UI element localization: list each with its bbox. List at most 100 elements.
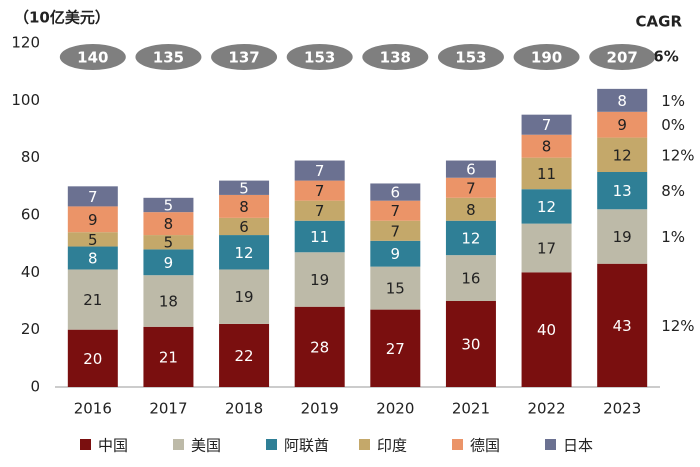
cagr-label: 8% [661,182,685,200]
bar-segment [143,275,194,327]
data-label: 8 [164,215,174,233]
x-tick-label: 2021 [452,400,490,418]
bar-segment [521,272,572,387]
bar-segment [67,206,118,233]
bar-segment [294,180,345,201]
bar-segment [597,111,648,138]
cagr-label: 0% [661,116,685,134]
data-label: 22 [235,347,254,365]
data-label: 21 [83,291,102,309]
bar-segment [597,263,648,387]
data-label: 28 [310,338,329,356]
total-label: 153 [455,49,486,67]
data-label: 5 [239,179,249,197]
legend-swatch [545,439,556,450]
bar-segment [445,255,496,301]
data-label: 19 [235,288,254,306]
data-label: 6 [391,184,401,202]
data-label: 20 [83,350,102,368]
legend-label: 印度 [377,437,407,455]
data-label: 15 [386,280,405,298]
y-tick-label: 40 [21,263,40,281]
x-tick-label: 2019 [301,400,339,418]
legend-swatch [80,439,91,450]
data-label: 7 [391,202,401,220]
data-label: 9 [617,116,627,134]
y-tick-label: 20 [21,320,40,338]
data-label: 7 [542,116,552,134]
legend-swatch [266,439,277,450]
y-tick-label: 100 [11,91,40,109]
total-label: 135 [153,49,184,67]
data-label: 21 [159,348,178,366]
data-label: 13 [613,182,632,200]
data-label: 7 [466,179,476,197]
x-tick-label: 2022 [527,400,565,418]
bar-segment [294,252,345,307]
bar-segment [445,301,496,387]
data-label: 11 [310,228,329,246]
data-label: 12 [235,244,254,262]
bar-segment [294,306,345,387]
data-label: 16 [461,270,480,288]
data-label: 5 [164,196,174,214]
data-label: 7 [88,188,98,206]
data-label: 8 [239,198,249,216]
total-ellipse [362,44,429,70]
bar-segment [445,197,496,221]
data-label: 11 [537,165,556,183]
bar-segment [370,309,421,387]
total-ellipse [211,44,278,70]
legend-label: 阿联酋 [284,437,329,455]
legend-swatch [452,439,463,450]
bar-segment [67,186,118,207]
data-label: 9 [88,211,98,229]
bar-segment [370,200,421,221]
total-ellipse [135,44,202,70]
bar-segment [445,220,496,256]
bar-segment [143,212,194,236]
data-label: 43 [613,317,632,335]
bar-segment [143,235,194,250]
bar-segment [521,223,572,273]
total-ellipse [589,44,656,70]
total-label: 153 [304,49,335,67]
data-label: 12 [613,146,632,164]
x-tick-label: 2020 [376,400,414,418]
bar-segment [597,172,648,210]
bar-segment [67,269,118,330]
bar-segment [445,160,496,178]
data-label: 17 [537,239,556,257]
data-label: 7 [391,222,401,240]
bar-segment [294,200,345,221]
total-label: 137 [228,49,259,67]
cagr-label: 1% [661,92,685,110]
bar-segment [67,232,118,247]
data-label: 6 [466,161,476,179]
bar-segment [219,217,270,236]
total-label: 138 [380,49,411,67]
data-label: 9 [164,254,174,272]
bar-segment [219,269,270,324]
bar-segment [219,323,270,387]
bar-segment [597,137,648,172]
total-label: 140 [77,49,108,67]
data-label: 12 [461,229,480,247]
cagr-label: 12% [661,317,694,335]
bar-segment [219,194,270,218]
cagr-label: 1% [661,228,685,246]
total-cagr: 6% [653,48,678,66]
x-tick-label: 2023 [603,400,641,418]
bar-segment [597,209,648,264]
x-tick-label: 2018 [225,400,263,418]
bar-segment [521,114,572,135]
cagr-label: 12% [661,146,694,164]
y-tick-label: 120 [11,34,40,52]
total-label: 190 [531,49,562,67]
legend-label: 德国 [470,437,500,455]
cagr-title: CAGR [636,13,683,31]
data-label: 12 [537,198,556,216]
x-tick-label: 2017 [149,400,187,418]
total-ellipse [286,44,353,70]
